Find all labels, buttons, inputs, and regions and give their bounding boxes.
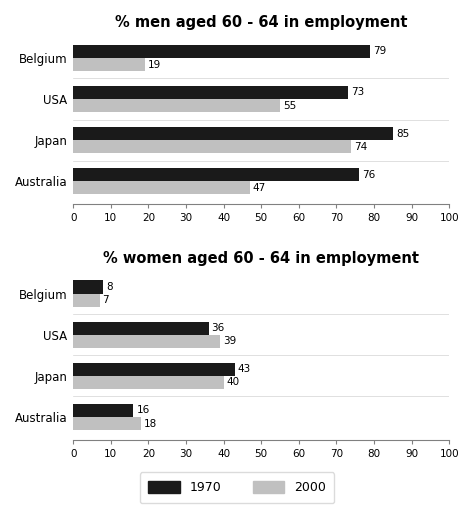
Text: 85: 85 <box>396 129 409 139</box>
Text: 8: 8 <box>106 282 113 292</box>
Bar <box>73 127 393 140</box>
Text: 19: 19 <box>147 59 161 70</box>
Bar <box>73 181 250 195</box>
Text: 76: 76 <box>362 169 375 180</box>
Bar <box>73 417 141 430</box>
Title: % men aged 60 - 64 in employment: % men aged 60 - 64 in employment <box>115 15 408 30</box>
Bar <box>73 140 351 153</box>
Text: 36: 36 <box>211 323 225 333</box>
Bar <box>73 335 220 348</box>
Text: 16: 16 <box>137 406 150 415</box>
Bar <box>73 281 103 294</box>
Bar <box>73 294 100 307</box>
Text: 7: 7 <box>102 295 109 305</box>
Bar <box>73 362 235 376</box>
Bar <box>73 322 209 335</box>
Bar <box>73 86 347 99</box>
Text: 43: 43 <box>238 364 251 374</box>
Bar <box>73 168 359 181</box>
Bar <box>73 99 280 112</box>
Bar <box>73 58 145 71</box>
Legend: 1970, 2000: 1970, 2000 <box>139 473 335 503</box>
Text: 79: 79 <box>373 47 386 56</box>
Text: 39: 39 <box>223 336 236 346</box>
Text: 18: 18 <box>144 418 157 429</box>
Text: 47: 47 <box>253 183 266 193</box>
Text: 73: 73 <box>351 88 364 97</box>
Bar <box>73 404 133 417</box>
Text: 74: 74 <box>355 142 368 152</box>
Title: % women aged 60 - 64 in employment: % women aged 60 - 64 in employment <box>103 251 419 266</box>
Text: 40: 40 <box>227 377 240 388</box>
Bar <box>73 376 224 389</box>
Bar <box>73 45 370 58</box>
Text: 55: 55 <box>283 101 296 111</box>
